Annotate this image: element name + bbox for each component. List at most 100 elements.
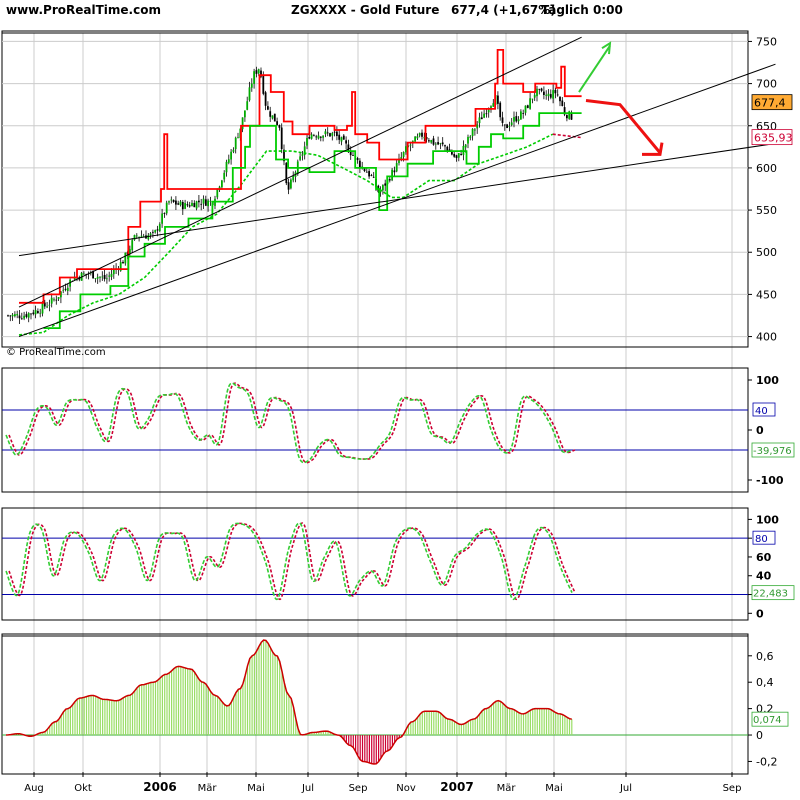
candle xyxy=(529,92,531,110)
oscillator2-level-label: 80 xyxy=(755,534,768,545)
candle xyxy=(232,147,235,154)
candle xyxy=(158,222,161,232)
candle xyxy=(198,195,200,208)
oscillator2-tick-label: 40 xyxy=(756,570,772,583)
candle xyxy=(16,310,19,319)
candle xyxy=(181,199,184,215)
candle xyxy=(379,186,382,197)
candle xyxy=(474,127,476,136)
quote-change: 677,4 (+1,67%) xyxy=(451,3,556,17)
candle xyxy=(556,89,559,97)
candle xyxy=(432,135,435,146)
oscillator1-level-box xyxy=(752,402,776,417)
candle xyxy=(561,97,564,107)
candle xyxy=(25,311,28,319)
candle xyxy=(152,229,154,238)
candle xyxy=(140,230,143,238)
candle xyxy=(405,141,407,155)
candle xyxy=(133,234,136,241)
oscillator1-signal-line xyxy=(8,382,576,464)
candle xyxy=(50,293,53,308)
candle xyxy=(306,133,308,150)
candle xyxy=(55,295,58,305)
candle xyxy=(568,110,571,120)
oscillator2-frame xyxy=(1,507,749,621)
candle xyxy=(117,266,120,276)
candle xyxy=(207,198,209,212)
down-arrow-head xyxy=(642,142,664,156)
histogram-tick-label: 0,6 xyxy=(756,650,774,663)
candle xyxy=(342,134,345,140)
candle xyxy=(73,271,76,281)
candle xyxy=(524,105,527,116)
candle xyxy=(547,89,550,101)
candle xyxy=(513,111,515,128)
instrument-title: ZGXXXX - Gold Future xyxy=(291,3,440,17)
candle xyxy=(237,132,239,139)
x-tick-label: Jul xyxy=(619,783,632,794)
candle xyxy=(101,271,104,281)
lower-stop-label: 635,93 xyxy=(754,132,793,145)
candle xyxy=(23,311,25,321)
candle xyxy=(391,168,393,182)
lower-stop-line xyxy=(43,112,582,329)
candle xyxy=(531,98,534,104)
candle xyxy=(149,232,152,239)
candle xyxy=(193,200,196,208)
candle xyxy=(287,178,290,195)
x-tick-label: Sep xyxy=(723,783,742,794)
candle xyxy=(202,195,205,210)
candle xyxy=(331,131,334,141)
last-price-label: 677,4 xyxy=(754,97,786,110)
candle xyxy=(269,106,272,122)
histogram-tick-label: 0 xyxy=(756,729,763,742)
chart-header: www.ProRealTime.com ZGXXXX - Gold Future… xyxy=(0,0,800,20)
candle xyxy=(338,130,341,144)
histogram-bars xyxy=(7,640,573,765)
candle xyxy=(384,179,387,192)
histogram-last-label: 0,074 xyxy=(753,715,782,726)
candle xyxy=(552,84,554,104)
candle xyxy=(480,111,483,120)
candle xyxy=(216,188,219,200)
candle xyxy=(253,68,255,89)
site-link[interactable]: www.ProRealTime.com xyxy=(6,3,161,17)
candle xyxy=(106,273,108,284)
candle xyxy=(476,121,479,134)
trendline xyxy=(18,63,776,338)
candle xyxy=(110,268,113,281)
candle xyxy=(156,225,159,237)
up-arrow xyxy=(578,45,611,93)
x-grid xyxy=(33,33,733,772)
candle xyxy=(43,299,46,310)
candle xyxy=(186,201,189,208)
candle xyxy=(545,90,548,100)
candle xyxy=(188,201,191,208)
oscillator2-main-line xyxy=(5,522,573,601)
candle xyxy=(112,265,115,279)
candle xyxy=(278,124,281,131)
price-panel-frame xyxy=(1,30,749,348)
candle xyxy=(18,310,21,324)
candle xyxy=(536,85,538,102)
candle xyxy=(503,124,506,131)
candle xyxy=(53,297,55,302)
candle xyxy=(48,299,51,312)
candle xyxy=(276,117,278,126)
candle xyxy=(336,126,338,141)
candle xyxy=(20,312,23,320)
candle xyxy=(165,200,168,216)
candle xyxy=(317,131,320,140)
candle xyxy=(66,283,69,296)
candle xyxy=(230,149,232,165)
histogram-line xyxy=(5,639,572,765)
candle xyxy=(177,200,180,206)
x-tick-label: 2006 xyxy=(143,780,176,794)
x-tick-label: Okt xyxy=(74,783,92,794)
candle xyxy=(191,200,193,207)
candle xyxy=(313,133,315,137)
candle xyxy=(441,137,444,147)
candle xyxy=(209,196,212,206)
x-tick-label: Mai xyxy=(247,783,265,794)
